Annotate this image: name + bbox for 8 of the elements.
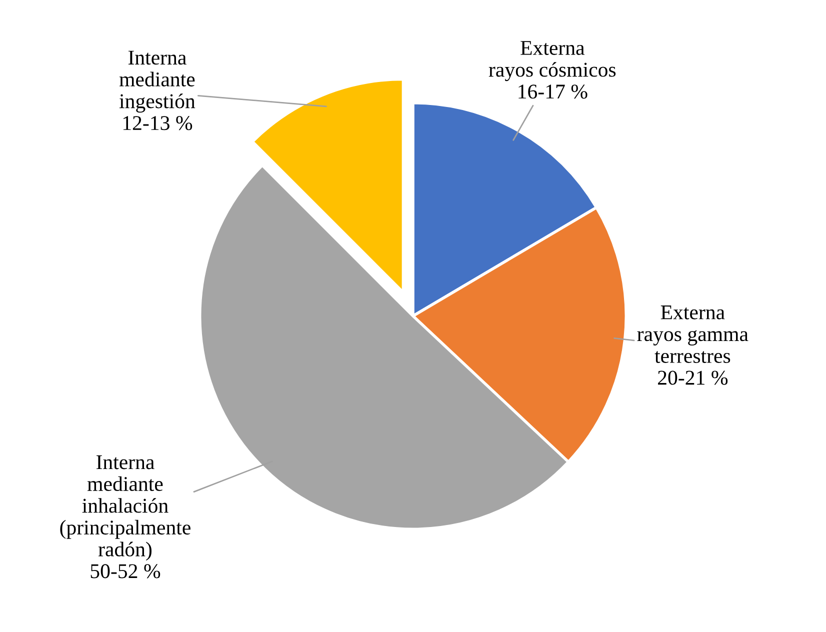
slice-label: Externa rayos gamma terrestres — [637, 306, 748, 364]
data-label: 50-52 % — [90, 564, 160, 578]
slice-label: Interna mediante ingestión — [119, 50, 196, 113]
slice-label: Interna mediante inhalación (principalmente radón) — [60, 455, 190, 561]
slice-label: Externa rayos cósmicos — [488, 41, 616, 82]
data-label: 12-13 % — [123, 116, 192, 130]
data-label: 16-17 % — [518, 84, 588, 99]
data-label: 20-21 % — [658, 370, 728, 385]
